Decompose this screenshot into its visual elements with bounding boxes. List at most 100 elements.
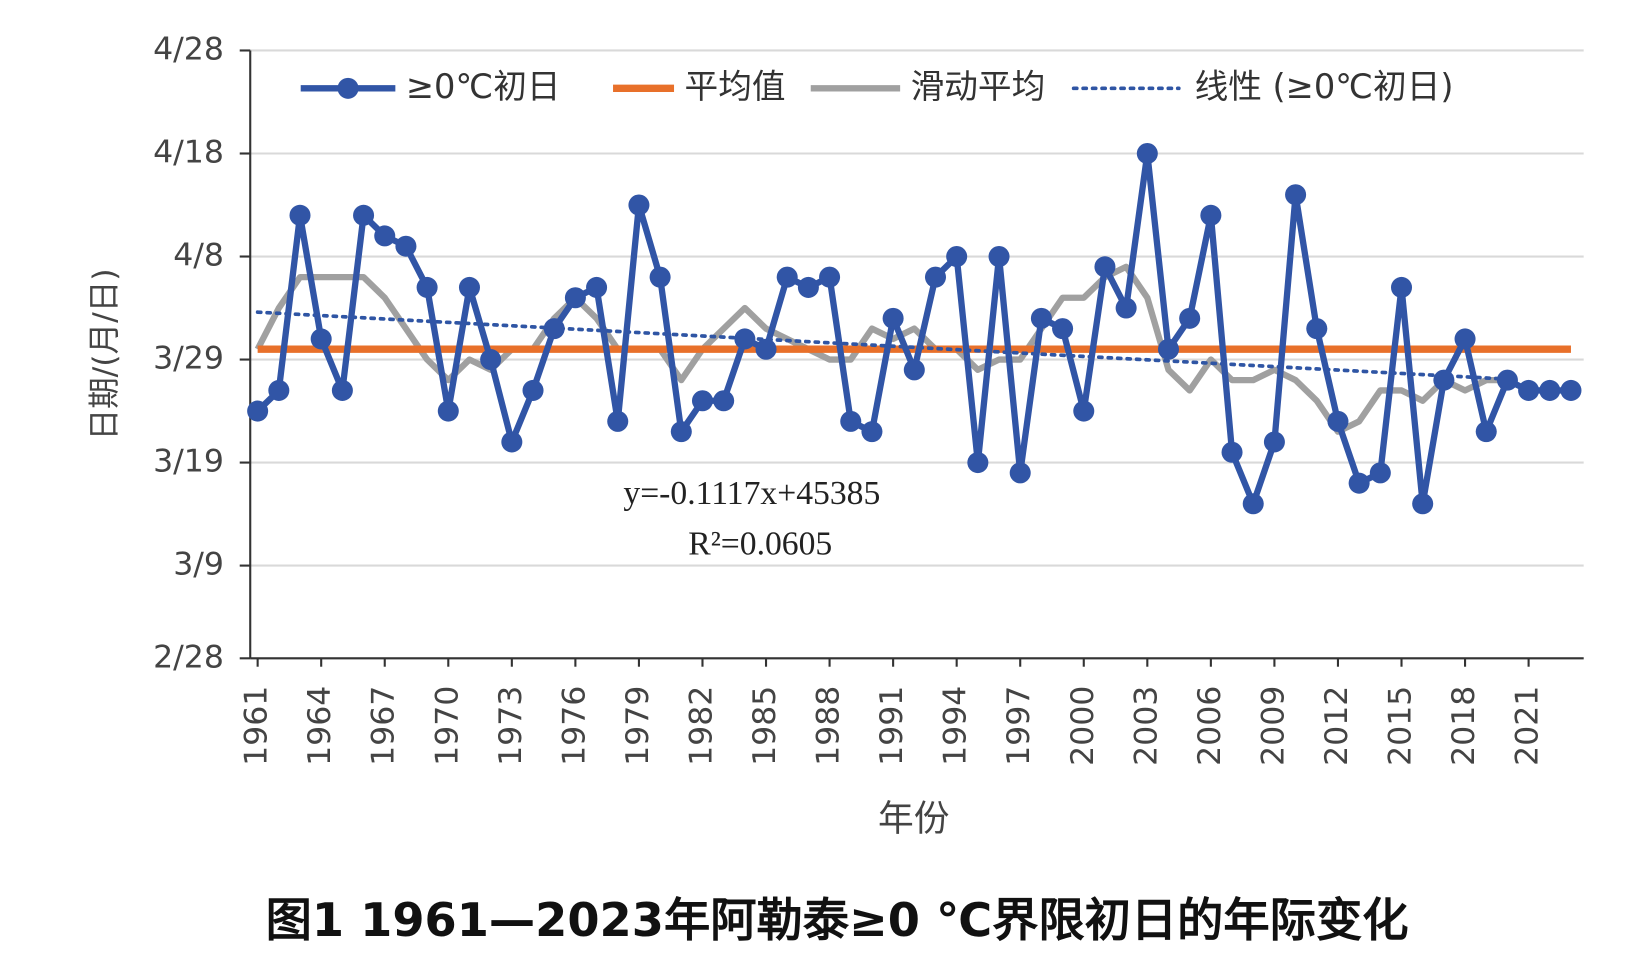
data-point [797,276,819,298]
data-point [586,276,608,298]
data-point [861,421,883,443]
data-point [1560,379,1582,401]
data-point [946,246,968,268]
x-tick-label: 1976 [556,686,592,766]
data-point [1009,462,1031,484]
data-point [437,400,459,422]
data-point [670,421,692,443]
data-point [903,359,925,381]
data-point [1475,421,1497,443]
data-point [310,328,332,350]
data-point [1496,369,1518,391]
data-point [1136,142,1158,165]
data-point [501,431,523,453]
x-tick-label: 2000 [1065,686,1101,766]
data-point [1285,184,1307,206]
data-point [458,276,480,298]
data-point [1412,493,1434,515]
data-point [607,410,629,432]
x-tick-label: 1997 [1001,686,1037,766]
data-point [755,338,777,360]
data-point [564,287,586,309]
data-point [882,307,904,329]
data-point [543,318,565,340]
data-point [628,194,650,216]
data-point [247,400,269,422]
data-point [1390,276,1413,298]
data-point [289,204,311,226]
data-point [649,266,671,288]
y-axis-label: 日期/(月/日) [87,268,123,440]
legend-label: ≥0℃初日 [406,67,561,106]
y-tick-label: 4/8 [173,238,224,274]
data-point [1115,297,1137,319]
data-point [1242,493,1264,515]
annotation: y=-0.1117x+45385 [623,475,880,512]
data-point [1200,204,1222,226]
data-point [1433,369,1455,391]
x-tick-label: 1967 [366,686,402,766]
data-point [1221,441,1243,463]
data-point [967,452,989,474]
data-point [1030,307,1052,329]
data-point [1306,318,1328,340]
series-line [254,263,1508,435]
data-point [1369,462,1391,484]
x-tick-label: 2003 [1128,686,1164,766]
data-point [395,235,417,257]
x-tick-label: 2012 [1319,686,1355,766]
caption: 图1 1961—2023年阿勒泰≥0 ℃界限初日的年际变化 [266,893,1409,947]
y-tick-label: 3/9 [173,547,224,583]
x-tick-label: 1982 [683,686,719,766]
annotation: R²=0.0605 [688,526,832,563]
x-tick-label: 1988 [811,686,847,766]
y-tick-label: 2/28 [153,639,224,675]
y-tick-label: 4/18 [153,134,224,170]
y-tick-label: 4/28 [153,31,224,67]
data-point [1157,338,1180,360]
x-tick-label: 1973 [493,686,529,766]
data-point [480,349,502,371]
legend-label: 滑动平均 [911,67,1046,106]
x-tick-label: 1979 [620,686,656,766]
y-tick-label: 3/29 [153,341,224,377]
data-point [374,225,396,247]
x-tick-label: 1970 [429,686,465,766]
data-point [776,266,798,288]
data-point [522,379,544,401]
x-tick-label: 2021 [1510,686,1546,766]
data-point [353,204,375,226]
data-point [1454,328,1476,350]
data-point [416,276,438,298]
x-tick-label: 1994 [938,686,974,766]
x-tick-label: 1961 [239,686,275,766]
data-point [840,410,862,432]
data-point [1539,379,1561,401]
data-point [1073,400,1095,422]
x-tick-label: 1991 [874,686,910,766]
data-point [988,246,1010,268]
x-tick-label: 2009 [1255,686,1291,766]
data-point [819,266,841,288]
data-point [691,390,713,412]
data-point [1052,318,1074,340]
legend-label: 线性 (≥0℃初日) [1195,67,1454,106]
legend-marker [337,77,359,99]
x-tick-label: 2018 [1446,686,1482,766]
x-tick-label: 2015 [1383,686,1419,766]
data-point [1518,379,1540,401]
data-point [1348,472,1370,494]
data-point [924,266,947,288]
data-point [1094,256,1116,278]
y-tick-label: 3/19 [153,444,224,480]
x-axis-label: 年份 [878,798,950,839]
data-point [331,379,353,401]
x-tick-label: 1985 [747,686,783,766]
legend-label: 平均值 [685,67,786,106]
data-point [1179,307,1201,329]
data-point [268,379,290,401]
x-tick-label: 2006 [1192,686,1228,766]
data-point [713,390,735,412]
data-point [734,328,756,350]
